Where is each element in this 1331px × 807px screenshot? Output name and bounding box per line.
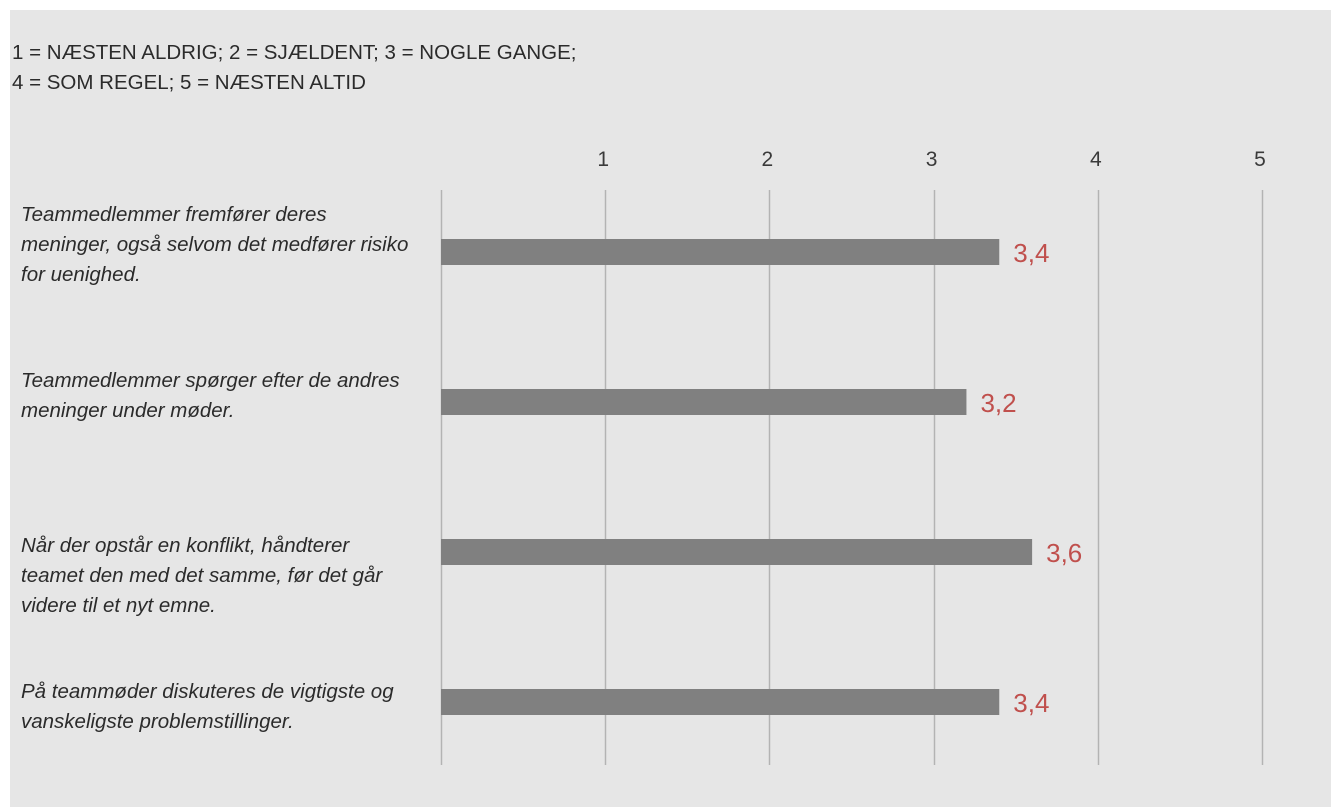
x-tick-label: 4	[1090, 148, 1102, 171]
category-label: Teammedlemmer spørger efter de andres me…	[21, 369, 400, 422]
x-tick-label: 2	[762, 148, 774, 171]
legend-line-1: 1 = NÆSTEN ALDRIG; 2 = SJÆLDENT; 3 = NOG…	[12, 41, 577, 64]
bar	[441, 539, 1033, 565]
legend-line-2: 4 = SOM REGEL; 5 = NÆSTEN ALTID	[12, 71, 366, 94]
x-tick-label: 1	[597, 148, 609, 171]
category-label: Når der opstår en konflikt, håndterer te…	[21, 534, 383, 617]
data-label: 3,2	[980, 388, 1016, 418]
bar	[441, 689, 1000, 715]
bar	[441, 389, 967, 415]
x-tick-label: 3	[926, 148, 938, 171]
category-label: På teammøder diskuteres de vigtigste og …	[21, 680, 394, 733]
data-label: 3,4	[1013, 238, 1049, 268]
x-tick-label: 5	[1254, 148, 1266, 171]
data-label: 3,4	[1013, 688, 1049, 718]
bar	[441, 239, 1000, 265]
data-label: 3,6	[1046, 538, 1082, 568]
scale-legend: 1 = NÆSTEN ALDRIG; 2 = SJÆLDENT; 3 = NOG…	[12, 38, 577, 98]
category-label: Teammedlemmer fremfører deres meninger, …	[21, 203, 409, 286]
